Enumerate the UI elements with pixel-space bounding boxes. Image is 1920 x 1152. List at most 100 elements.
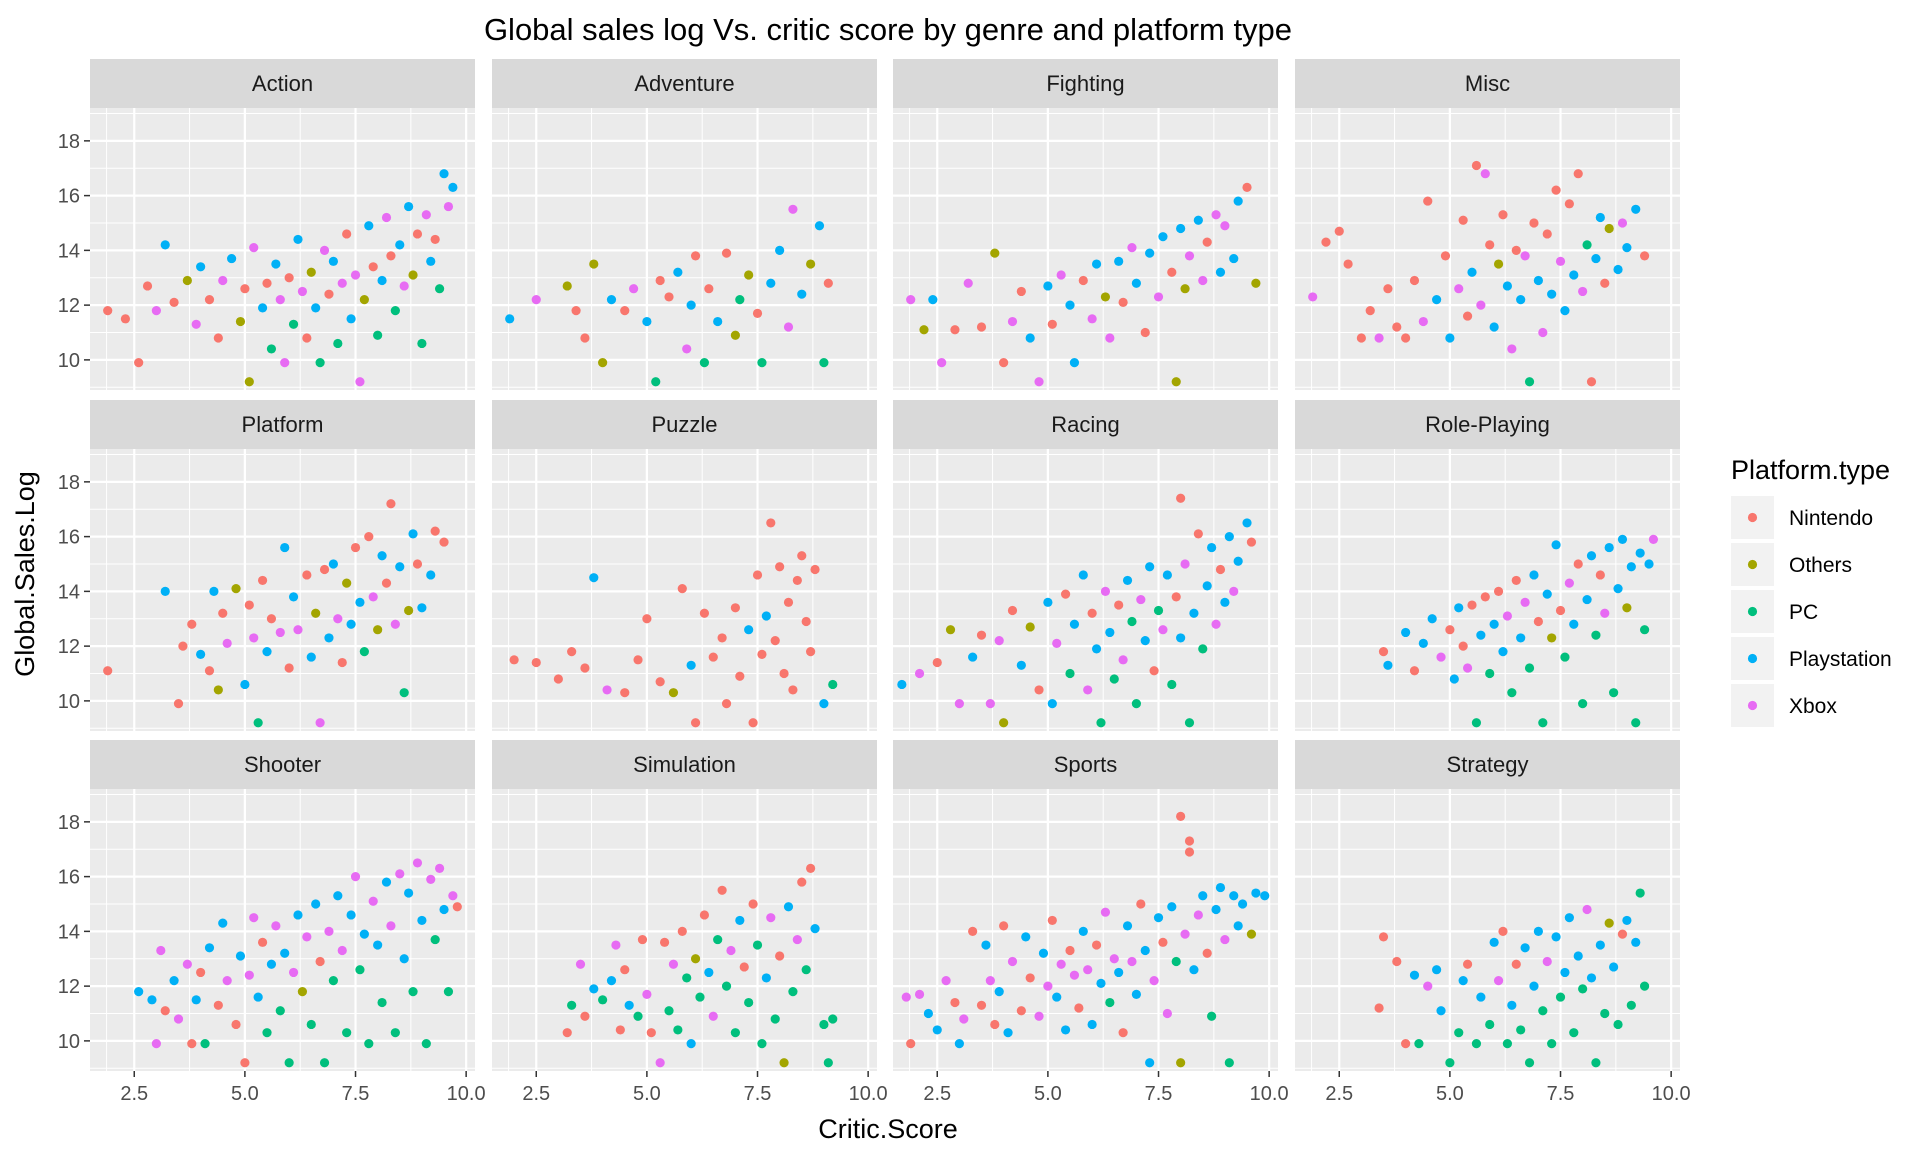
point-playstation bbox=[761, 611, 771, 621]
point-pc bbox=[373, 330, 383, 340]
point-nintendo bbox=[699, 608, 710, 618]
point-pc bbox=[735, 295, 745, 305]
point-nintendo bbox=[620, 965, 630, 975]
point-nintendo bbox=[1409, 666, 1420, 676]
point-nintendo bbox=[257, 937, 268, 947]
point-playstation bbox=[355, 597, 365, 607]
point-pc bbox=[443, 987, 454, 997]
point-playstation bbox=[1211, 904, 1221, 915]
point-playstation bbox=[1105, 627, 1115, 638]
point-playstation bbox=[328, 256, 338, 266]
point-pc bbox=[1414, 1039, 1424, 1049]
facet-panel-simulation: Simulation 2.5 5.0 7.5 10.0 bbox=[492, 740, 888, 1105]
point-xbox bbox=[350, 270, 361, 280]
point-xbox bbox=[941, 976, 951, 986]
point-nintendo bbox=[788, 685, 798, 695]
point-xbox bbox=[708, 1011, 718, 1021]
point-nintendo bbox=[509, 655, 519, 665]
x-tick-label: 2.5 bbox=[120, 1083, 148, 1105]
point-playstation bbox=[1237, 899, 1248, 909]
point-nintendo bbox=[1167, 267, 1177, 277]
y-tick-label: 18 bbox=[58, 131, 80, 153]
y-tick-label: 12 bbox=[58, 976, 80, 998]
point-xbox bbox=[324, 926, 334, 936]
point-xbox bbox=[249, 243, 259, 253]
facet-label: Role-Playing bbox=[1425, 412, 1550, 437]
point-playstation bbox=[704, 967, 714, 978]
point-others bbox=[231, 584, 241, 594]
point-xbox bbox=[333, 614, 343, 624]
point-nintendo bbox=[1462, 311, 1473, 321]
point-xbox bbox=[1617, 218, 1628, 228]
point-pc bbox=[1626, 1000, 1636, 1010]
point-nintendo bbox=[752, 308, 763, 318]
point-playstation bbox=[333, 891, 343, 901]
point-pc bbox=[819, 358, 829, 368]
facet-panel-role-playing: Role-Playing bbox=[1295, 400, 1680, 731]
point-playstation bbox=[1516, 633, 1526, 643]
point-xbox bbox=[766, 913, 776, 923]
point-nintendo bbox=[633, 655, 643, 665]
point-pc bbox=[1502, 1039, 1513, 1049]
point-xbox bbox=[783, 322, 794, 332]
point-playstation bbox=[1489, 619, 1499, 629]
point-playstation bbox=[923, 1008, 934, 1019]
point-pc bbox=[1555, 992, 1566, 1002]
point-nintendo bbox=[1087, 608, 1097, 618]
point-xbox bbox=[1052, 638, 1062, 648]
facet-strip bbox=[1295, 740, 1680, 789]
facet-strip bbox=[893, 740, 1278, 789]
facet-label: Adventure bbox=[634, 71, 734, 96]
facet-label: Racing bbox=[1051, 412, 1119, 437]
facet-label: Action bbox=[252, 71, 313, 96]
point-playstation bbox=[227, 253, 237, 264]
point-pc bbox=[699, 358, 710, 368]
point-playstation bbox=[1140, 636, 1150, 646]
point-nintendo bbox=[801, 616, 811, 627]
point-playstation bbox=[673, 267, 683, 277]
point-playstation bbox=[1560, 967, 1570, 978]
point-playstation bbox=[1047, 699, 1057, 709]
point-xbox bbox=[1555, 256, 1566, 266]
point-others bbox=[589, 259, 599, 269]
point-nintendo bbox=[1158, 937, 1168, 947]
point-nintendo bbox=[257, 575, 268, 586]
legend-label-nintendo: Nintendo bbox=[1789, 507, 1873, 530]
point-playstation bbox=[761, 973, 771, 983]
point-nintendo bbox=[792, 575, 802, 586]
point-playstation bbox=[1604, 542, 1614, 553]
point-playstation bbox=[1586, 551, 1597, 561]
point-playstation bbox=[1533, 926, 1543, 936]
point-others bbox=[1180, 284, 1190, 294]
point-xbox bbox=[1180, 559, 1190, 569]
point-xbox bbox=[1184, 251, 1195, 261]
point-playstation bbox=[1631, 937, 1641, 947]
point-xbox bbox=[1127, 956, 1137, 967]
point-pc bbox=[1578, 984, 1588, 994]
point-nintendo bbox=[1564, 199, 1574, 209]
facet-panel-racing: Racing bbox=[893, 400, 1278, 731]
point-playstation bbox=[968, 652, 978, 662]
point-xbox bbox=[271, 921, 281, 931]
point-pc bbox=[1516, 1025, 1526, 1035]
point-nintendo bbox=[439, 537, 449, 547]
point-playstation bbox=[1489, 322, 1499, 332]
point-playstation bbox=[744, 625, 754, 635]
point-playstation bbox=[1498, 647, 1508, 657]
point-playstation bbox=[932, 1025, 942, 1035]
point-playstation bbox=[954, 1039, 964, 1049]
legend: Platform.type Nintendo Others PC Playstatio… bbox=[1731, 455, 1892, 727]
point-others bbox=[1493, 259, 1504, 269]
point-playstation bbox=[1069, 358, 1080, 368]
point-pc bbox=[408, 987, 418, 997]
point-nintendo bbox=[1378, 932, 1389, 942]
point-playstation bbox=[1609, 962, 1619, 972]
point-playstation bbox=[1432, 965, 1442, 975]
facet-panel-platform: Platform 10 12 14 16 18 bbox=[58, 400, 475, 731]
point-pc bbox=[262, 1028, 272, 1038]
facet-panel-puzzle: Puzzle bbox=[492, 400, 877, 731]
point-playstation bbox=[589, 984, 599, 994]
point-playstation bbox=[1489, 937, 1499, 947]
point-xbox bbox=[1149, 976, 1159, 986]
point-playstation bbox=[1613, 264, 1623, 275]
